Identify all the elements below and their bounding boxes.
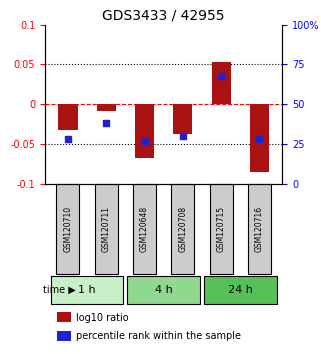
Text: 1 h: 1 h (78, 285, 96, 295)
Bar (57, 331, 71, 341)
Title: GDS3433 / 42955: GDS3433 / 42955 (102, 8, 225, 22)
Text: 4 h: 4 h (155, 285, 173, 295)
Text: GSM120708: GSM120708 (178, 206, 187, 252)
FancyBboxPatch shape (204, 276, 277, 304)
Bar (250, 104, 269, 172)
Text: 24 h: 24 h (228, 285, 253, 295)
Text: GSM120711: GSM120711 (102, 206, 111, 252)
Point (219, 73, 224, 79)
Text: GSM120716: GSM120716 (255, 206, 264, 252)
Text: GSM120648: GSM120648 (140, 206, 149, 252)
Point (257, 136, 262, 142)
Bar (135, 104, 154, 158)
Text: GSM120710: GSM120710 (64, 206, 73, 252)
FancyBboxPatch shape (133, 184, 156, 274)
Text: GSM120715: GSM120715 (217, 206, 226, 252)
Bar (58, 104, 77, 130)
Point (180, 133, 186, 139)
Point (142, 138, 147, 143)
FancyBboxPatch shape (56, 184, 79, 274)
Bar (97, 104, 116, 110)
Text: log10 ratio: log10 ratio (76, 313, 128, 322)
FancyBboxPatch shape (95, 184, 118, 274)
Point (104, 120, 109, 126)
FancyBboxPatch shape (127, 276, 200, 304)
Text: percentile rank within the sample: percentile rank within the sample (76, 331, 241, 341)
Text: time ▶: time ▶ (43, 285, 76, 295)
Point (65, 136, 71, 142)
Bar (212, 62, 231, 104)
FancyBboxPatch shape (51, 276, 124, 304)
Bar (173, 104, 193, 135)
FancyBboxPatch shape (210, 184, 233, 274)
Bar (57, 312, 71, 322)
FancyBboxPatch shape (171, 184, 194, 274)
FancyBboxPatch shape (248, 184, 271, 274)
